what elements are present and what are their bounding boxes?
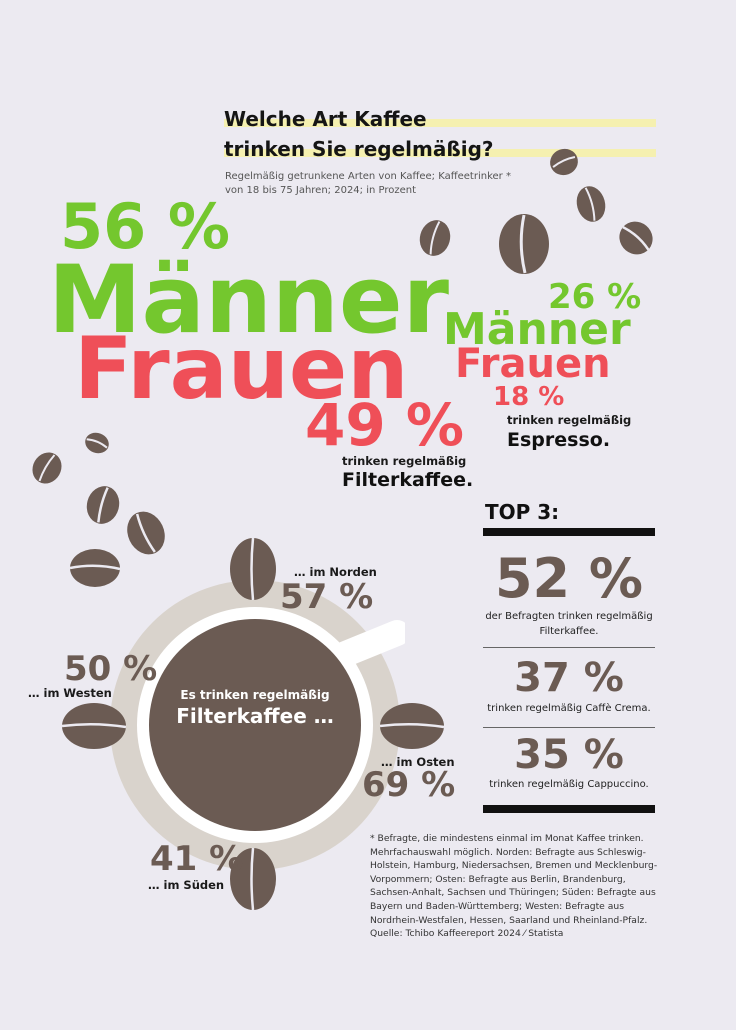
bean-north-icon <box>230 537 276 601</box>
bean-west-icon <box>61 703 127 749</box>
region-west-pct: 50 % <box>64 649 158 689</box>
bean-south-icon <box>230 847 276 911</box>
title-line-1: Welche Art Kaffee <box>224 107 427 131</box>
region-west-label: … im Westen <box>28 686 112 700</box>
bean-east-icon <box>379 703 445 749</box>
chart-subtitle: Regelmäßig getrunkene Arten von Kaffee; … <box>225 170 511 198</box>
title-line-2: trinken Sie regelmäßig? <box>224 137 494 161</box>
top3-item-3-pct: 35 % <box>514 732 624 778</box>
top3-item-1-pct: 52 % <box>494 547 644 610</box>
subtitle-line-2: von 18 bis 75 Jahren; 2024; in Prozent <box>225 185 417 196</box>
filter-women-pct: 49 % <box>305 391 465 459</box>
coffee-bean-icon <box>127 511 165 555</box>
filter-caption-small: trinken regelmäßig <box>342 454 467 468</box>
espresso-caption-small: trinken regelmäßig <box>507 413 632 427</box>
top3-bar-top <box>483 528 655 536</box>
chart-title: Welche Art Kaffee trinken Sie regelmäßig… <box>224 104 494 164</box>
region-north-pct: 57 % <box>280 577 374 617</box>
cup-line-1: Es trinken regelmäßig <box>180 688 330 702</box>
espresso-men-word: Männer <box>443 304 631 355</box>
top3-item-1-caption: der Befragten trinken regelmäßig Filterk… <box>485 611 653 637</box>
top3-bar-bottom <box>483 805 655 813</box>
region-east-label: … im Osten <box>381 755 455 769</box>
coffee-bean-icon <box>85 432 109 454</box>
espresso-women-pct: 18 % <box>493 382 565 412</box>
subtitle-line-1: Regelmäßig getrunkene Arten von Kaffee; … <box>225 171 511 182</box>
filter-caption-big: Filterkaffee. <box>342 469 474 491</box>
region-south-label: … im Süden <box>148 878 225 892</box>
title-highlight-1 <box>224 119 656 127</box>
cup-line-2: Filterkaffee … <box>176 704 334 728</box>
espresso-women-word: Frauen <box>455 341 611 387</box>
espresso-caption-big: Espresso. <box>507 429 611 451</box>
top3-divider-2 <box>483 727 655 728</box>
filter-women-word: Frauen <box>74 319 409 419</box>
top3-item-3-caption: trinken regelmäßig Cappuccino. <box>489 779 649 790</box>
top3-item-2-pct: 37 % <box>514 655 624 701</box>
top3-item-2-caption: trinken regelmäßig Caffè Crema. <box>487 703 651 714</box>
coffee-bean-icon <box>619 221 653 255</box>
coffee-bean-icon <box>86 486 120 524</box>
coffee-bean-icon <box>419 220 451 256</box>
footnote: * Befragte, die mindestens einmal im Mon… <box>370 833 658 940</box>
coffee-bean-icon <box>499 214 549 274</box>
espresso-men-pct: 26 % <box>548 277 642 317</box>
coffee-cup-icon <box>110 580 405 870</box>
cup-text: Es trinken regelmäßig Filterkaffee … <box>160 688 350 728</box>
top3-heading: TOP 3: <box>485 500 560 524</box>
filter-men-word: Männer <box>48 246 449 355</box>
coffee-bean-icon <box>32 452 62 484</box>
region-south-pct: 41 % <box>150 839 244 879</box>
top3-divider-1 <box>483 647 655 648</box>
region-north-label: … im Norden <box>294 565 377 579</box>
coffee-bean-icon <box>576 186 606 222</box>
filter-men-pct: 56 % <box>60 190 230 263</box>
coffee-bean-icon <box>69 549 121 587</box>
coffee-bean-icon <box>550 148 578 176</box>
region-east-pct: 69 % <box>362 765 456 805</box>
title-highlight-2 <box>224 149 656 157</box>
